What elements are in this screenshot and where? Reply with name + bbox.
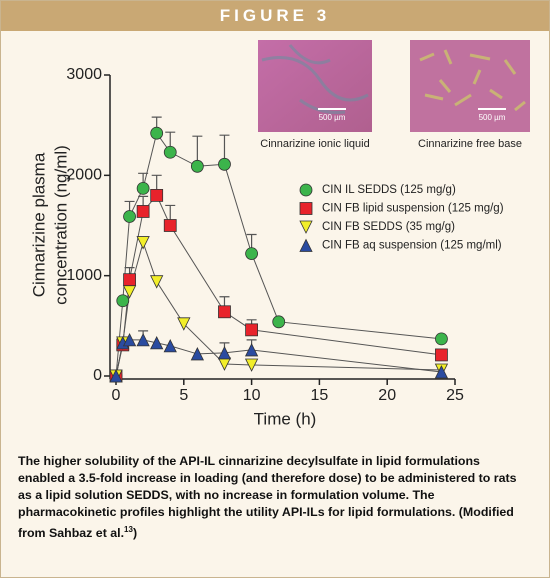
caption-text: The higher solubility of the API-IL cinn… — [18, 454, 517, 541]
x-tick-label: 5 — [179, 387, 188, 404]
figure-header: FIGURE 3 — [1, 1, 549, 31]
legend-marker — [299, 183, 313, 197]
data-point — [150, 188, 164, 202]
x-tick-label: 15 — [311, 387, 329, 404]
data-point — [245, 323, 259, 337]
data-point — [150, 275, 164, 289]
data-point — [190, 159, 204, 173]
data-point — [136, 236, 150, 250]
image-caption: Cinnarizine ionic liquid — [260, 138, 369, 150]
data-point — [122, 332, 137, 347]
data-point — [244, 358, 259, 372]
data-point — [116, 294, 130, 308]
legend-marker — [299, 238, 313, 252]
legend-marker — [299, 202, 313, 215]
micrograph-ionic-liquid: 500 µm — [258, 40, 372, 132]
data-point — [218, 157, 231, 171]
caption-ref: 13 — [124, 525, 133, 534]
data-point — [150, 126, 164, 140]
y-axis-label: Cinnarizine plasma — [29, 152, 48, 297]
data-point — [177, 317, 191, 331]
data-point — [136, 181, 150, 195]
data-point — [163, 145, 177, 159]
series-line — [115, 240, 442, 377]
y-tick-label: 1000 — [66, 267, 102, 284]
micrograph-free-base: 500 µm — [410, 40, 530, 132]
y-tick-label: 2000 — [66, 167, 102, 184]
x-tick-label: 0 — [112, 387, 121, 404]
y-axis-label: concentration (ng/ml) — [51, 145, 70, 305]
data-point — [435, 348, 448, 362]
data-point — [218, 305, 231, 319]
x-tick-label: 25 — [446, 387, 464, 404]
data-point — [244, 343, 259, 357]
data-point — [150, 335, 164, 350]
legend-label: CIN FB aq suspension (125 mg/ml) — [322, 240, 502, 252]
data-point — [163, 219, 177, 232]
scale-label: 500 µm — [479, 113, 506, 122]
data-point — [217, 346, 232, 360]
data-point — [136, 332, 150, 347]
data-point — [123, 273, 136, 287]
x-axis-label: Time (h) — [254, 409, 317, 428]
data-point — [435, 332, 448, 346]
series-line — [115, 132, 442, 377]
image-caption: Cinnarizine free base — [418, 138, 522, 150]
figure-caption: The higher solubility of the API-IL cinn… — [18, 453, 530, 542]
data-point — [136, 205, 150, 218]
caption-end: ) — [132, 526, 138, 541]
legend-marker — [299, 220, 313, 234]
data-point — [190, 347, 205, 361]
y-tick-label: 0 — [93, 367, 102, 384]
legend-label: CIN FB SEDDS (35 mg/g) — [322, 221, 455, 233]
legend-label: CIN IL SEDDS (125 mg/g) — [322, 184, 456, 196]
data-point — [123, 210, 136, 223]
x-tick-label: 10 — [243, 387, 261, 404]
legend-label: CIN FB lipid suspension (125 mg/g) — [322, 203, 504, 215]
series-line — [115, 339, 442, 377]
data-point — [272, 315, 286, 329]
x-tick-label: 20 — [378, 387, 396, 404]
data-point — [434, 365, 449, 379]
data-point — [122, 285, 137, 299]
y-tick-label: 3000 — [66, 66, 102, 83]
data-point — [245, 247, 259, 260]
data-point — [163, 339, 177, 353]
data-point — [109, 369, 123, 383]
scale-label: 500 µm — [319, 113, 346, 122]
